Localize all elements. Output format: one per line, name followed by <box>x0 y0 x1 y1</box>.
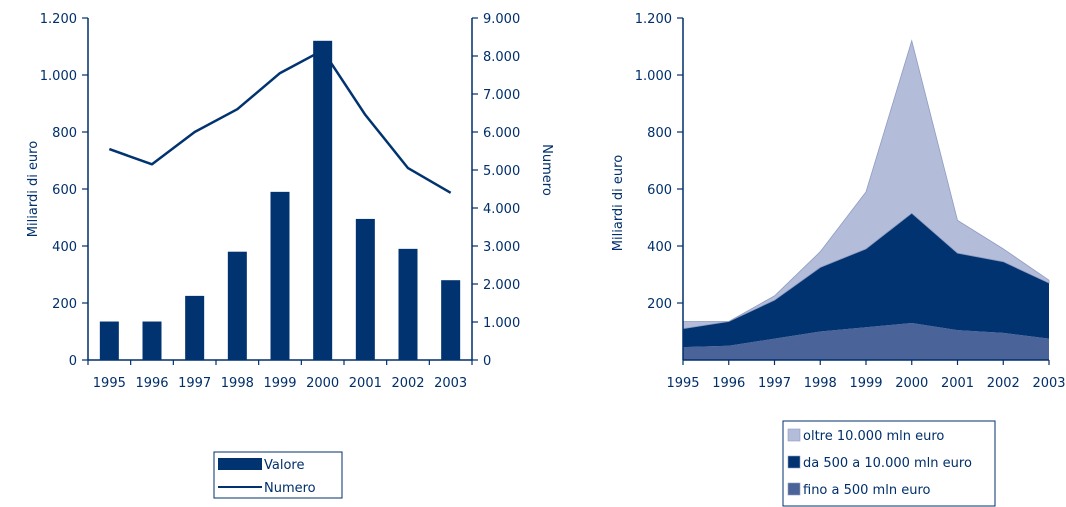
bar-valore <box>270 191 290 360</box>
area-da-500-a-10000 <box>683 213 1049 348</box>
x-tick-label: 1997 <box>178 376 211 391</box>
left-tick-label: 0 <box>69 354 77 369</box>
x-tick-label: 2003 <box>1032 376 1065 391</box>
area-fino-a-500 <box>683 322 1049 360</box>
bar-valore <box>142 321 162 360</box>
right-tick-label: 1.000 <box>483 316 520 331</box>
left-tick-label: 200 <box>52 297 77 312</box>
x-tick-label: 1997 <box>758 376 791 391</box>
legend-label-valore: Valore <box>264 458 304 473</box>
x-tick-label: 2001 <box>941 376 974 391</box>
right-tick-label: 7.000 <box>483 88 520 103</box>
legend-box <box>782 420 996 507</box>
area-oltre-10000 <box>682 39 1050 330</box>
bar-valore <box>99 321 119 360</box>
left-tick-label: 200 <box>647 297 672 312</box>
left-tick-label: 400 <box>52 240 77 255</box>
legend-label: da 500 a 10.000 mln euro <box>803 456 972 471</box>
bar-valore <box>398 248 418 360</box>
right-tick-label: 5.000 <box>483 164 520 179</box>
x-tick-label: 2000 <box>306 376 339 391</box>
left-tick-label: 1.000 <box>635 69 672 84</box>
right-tick-label: 6.000 <box>483 126 520 141</box>
x-tick-label: 1998 <box>804 376 837 391</box>
line-numero <box>108 49 452 194</box>
x-tick-label: 1999 <box>263 376 296 391</box>
legend-label-numero: Numero <box>264 481 316 496</box>
left-tick-label: 400 <box>647 240 672 255</box>
stacked-area-chart: 200 400 600 800 1.000 1.200 1995 1996 1997 1998 19… <box>611 12 1066 507</box>
x-tick-label: 1995 <box>666 376 699 391</box>
legend-swatch <box>787 455 801 469</box>
x-tick-label: 1996 <box>712 376 745 391</box>
left-tick-label: 1.200 <box>635 12 672 27</box>
right-tick-label: 8.000 <box>483 50 520 65</box>
y-axis-title-left: Miliardi di euro <box>26 141 41 237</box>
bar-valore <box>441 280 461 360</box>
x-tick-label: 1998 <box>221 376 254 391</box>
right-tick-label: 2.000 <box>483 278 520 293</box>
bar-valore <box>355 218 375 360</box>
x-tick-label: 2001 <box>349 376 382 391</box>
left-tick-label: 600 <box>52 183 77 198</box>
legend-label: fino a 500 mln euro <box>803 483 931 498</box>
y-axis-title: Miliardi di euro <box>611 155 626 251</box>
legend-swatch <box>787 428 801 442</box>
right-tick-label: 0 <box>483 354 491 369</box>
x-tick-label: 2002 <box>987 376 1020 391</box>
y-axis-title-right: Numero <box>539 144 554 196</box>
x-tick-label: 1999 <box>849 376 882 391</box>
legend-swatch <box>787 482 801 496</box>
bar-valore <box>185 295 205 360</box>
right-tick-label: 4.000 <box>483 202 520 217</box>
left-tick-label: 800 <box>647 126 672 141</box>
x-tick-label: 1996 <box>135 376 168 391</box>
bar-line-chart: 0 200 400 600 800 1.000 1.200 0 1.000 2.000 3.000 4… <box>26 12 554 499</box>
right-tick-label: 9.000 <box>483 12 520 27</box>
right-tick-label: 3.000 <box>483 240 520 255</box>
legend-swatch-valore <box>218 458 262 470</box>
left-tick-label: 800 <box>52 126 77 141</box>
left-tick-label: 1.200 <box>40 12 77 27</box>
left-tick-label: 1.000 <box>40 69 77 84</box>
bar-valore <box>313 40 333 361</box>
x-tick-label: 2000 <box>895 376 928 391</box>
x-tick-label: 2003 <box>434 376 467 391</box>
left-tick-label: 600 <box>647 183 672 198</box>
x-tick-label: 1995 <box>93 376 126 391</box>
bar-valore <box>227 251 247 360</box>
legend-label: oltre 10.000 mln euro <box>803 429 944 444</box>
x-tick-label: 2002 <box>391 376 424 391</box>
